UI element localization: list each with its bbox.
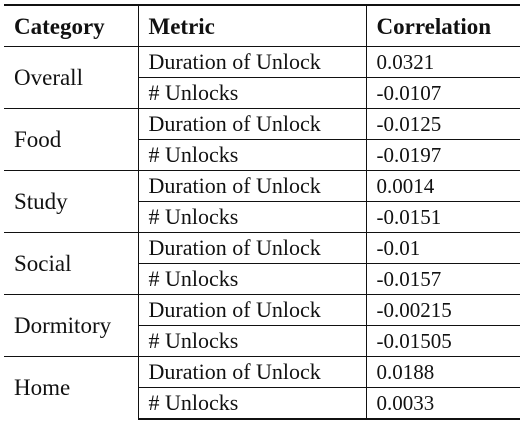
- correlation-cell: -0.01505: [366, 325, 520, 357]
- header-row: Category Metric Correlation: [4, 5, 520, 47]
- correlation-cell: -0.0107: [366, 77, 520, 109]
- table-header: Category Metric Correlation: [4, 5, 520, 47]
- group-study: Study Duration of Unlock 0.0014 # Unlock…: [4, 170, 520, 233]
- table-row: Social Duration of Unlock -0.01: [4, 232, 520, 295]
- metric-cell: # Unlocks: [138, 201, 367, 233]
- category-cell: Social: [4, 232, 139, 295]
- group-social: Social Duration of Unlock -0.01 # Unlock…: [4, 232, 520, 295]
- group-food: Food Duration of Unlock -0.0125 # Unlock…: [4, 108, 520, 171]
- metric-cell: Duration of Unlock: [138, 170, 367, 202]
- correlation-cell: 0.0014: [366, 170, 520, 202]
- metric-cell: # Unlocks: [138, 325, 367, 357]
- table-row: # Unlocks -0.01505: [4, 325, 520, 357]
- header-category: Category: [4, 5, 139, 47]
- correlation-table: Category Metric Correlation Overall Dura…: [4, 4, 520, 420]
- metric-cell: Duration of Unlock: [138, 46, 367, 78]
- category-cell: Food: [4, 108, 139, 171]
- table-row: # Unlocks -0.0197: [4, 139, 520, 171]
- correlation-cell: -0.0157: [366, 263, 520, 295]
- category-cell: Dormitory: [4, 294, 139, 357]
- correlation-cell: 0.0188: [366, 356, 520, 388]
- correlation-cell: 0.0321: [376, 50, 435, 74]
- metric-cell: Duration of Unlock: [138, 232, 367, 264]
- header-metric: Metric: [138, 5, 367, 47]
- category-cell: Study: [4, 170, 139, 233]
- table-row: Overall Duration of Unlock 0.0321: [4, 46, 520, 109]
- table-row: Dormitory Duration of Unlock -0.00215: [4, 294, 520, 357]
- metric-cell: Duration of Unlock: [138, 108, 367, 140]
- metric-cell: # Unlocks: [138, 263, 367, 295]
- correlation-table-container: Category Metric Correlation Overall Dura…: [4, 4, 520, 420]
- metric-cell: # Unlocks: [138, 139, 367, 171]
- group-home: Home Duration of Unlock 0.0188 # Unlocks…: [4, 356, 520, 420]
- table-row: # Unlocks -0.0151: [4, 201, 520, 233]
- correlation-cell: -0.00215: [366, 294, 520, 326]
- category-cell: Home: [4, 356, 139, 419]
- table-row: # Unlocks -0.0107: [4, 77, 520, 109]
- metric-cell: # Unlocks: [138, 387, 367, 420]
- correlation-cell: -0.0125: [366, 108, 520, 140]
- header-correlation: Correlation: [376, 13, 492, 39]
- metric-cell: Duration of Unlock: [138, 356, 367, 388]
- correlation-cell: 0.0033: [366, 387, 520, 420]
- group-dormitory: Dormitory Duration of Unlock -0.00215 # …: [4, 294, 520, 357]
- correlation-cell: -0.0151: [366, 201, 520, 233]
- metric-cell: Duration of Unlock: [138, 294, 367, 326]
- table-row: # Unlocks 0.0033: [4, 387, 520, 420]
- group-overall: Overall Duration of Unlock 0.0321 # Unlo…: [4, 46, 520, 109]
- correlation-cell: -0.0197: [366, 139, 520, 171]
- correlation-cell: -0.01: [366, 232, 520, 264]
- category-cell: Overall: [4, 46, 139, 109]
- table-row: Home Duration of Unlock 0.0188: [4, 356, 520, 419]
- table-row: # Unlocks -0.0157: [4, 263, 520, 295]
- metric-cell: # Unlocks: [138, 77, 367, 109]
- table-row: Study Duration of Unlock 0.0014: [4, 170, 520, 233]
- table-row: Food Duration of Unlock -0.0125: [4, 108, 520, 171]
